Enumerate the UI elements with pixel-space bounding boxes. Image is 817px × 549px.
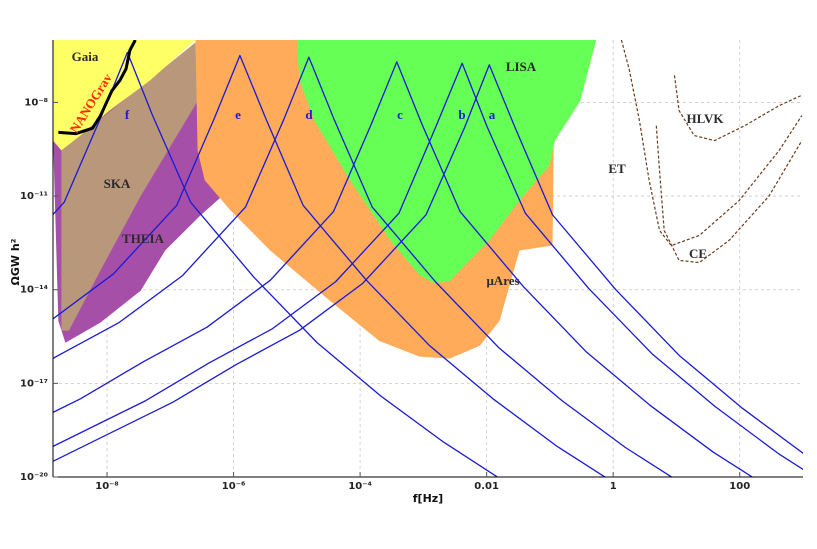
curve (673, 75, 803, 142)
region-label: SKA (104, 176, 131, 191)
x-tick-label: 10⁻⁸ (95, 481, 119, 492)
curve (655, 125, 803, 264)
curve (53, 62, 803, 471)
y-tick-label: 10⁻¹⁴ (20, 285, 48, 296)
curve (53, 54, 607, 477)
curve-label: c (397, 107, 403, 122)
region-label: Gaia (72, 49, 99, 64)
x-tick-label: 0.01 (474, 481, 499, 492)
region-label: μAres (486, 273, 519, 288)
x-tick-label: 100 (729, 481, 750, 492)
x-tick-label: 10⁻⁶ (222, 481, 246, 492)
region-label: THEIA (122, 231, 165, 246)
y-tick-label: 10⁻²⁰ (20, 472, 48, 483)
curve-label: a (489, 107, 496, 122)
x-tick-label: 1 (610, 481, 617, 492)
x-axis-title: f[Hz] (413, 492, 443, 505)
curve (58, 40, 137, 136)
curve-label: d (305, 107, 313, 122)
curve-label: ET (608, 161, 626, 176)
curve-label: e (235, 107, 241, 122)
curve-label: CE (689, 246, 707, 261)
curve-label: b (458, 107, 465, 122)
y-tick-label: 10⁻¹¹ (20, 191, 48, 202)
region-area (296, 40, 597, 284)
y-tick-label: 10⁻¹⁷ (20, 378, 48, 389)
plot-area (53, 40, 803, 477)
region-area (53, 40, 196, 151)
axes: f[Hz] ΩGW h² 10⁻⁸ 10⁻⁶ 10⁻⁴ 0.01 1 100 10⁻²⁰ 10… (9, 40, 803, 505)
region-area (61, 42, 198, 331)
curve (620, 40, 803, 247)
x-tick-label: 10⁻⁴ (348, 481, 372, 492)
curve-label: HLVK (686, 111, 724, 126)
region-label: LISA (506, 59, 537, 74)
curve (53, 56, 673, 477)
y-tick-label: 10⁻⁸ (24, 97, 48, 108)
curve (53, 51, 499, 477)
curve (53, 64, 803, 463)
curve (53, 61, 754, 477)
y-axis-title: ΩGW h² (9, 238, 22, 285)
curve-label: f (125, 107, 130, 122)
